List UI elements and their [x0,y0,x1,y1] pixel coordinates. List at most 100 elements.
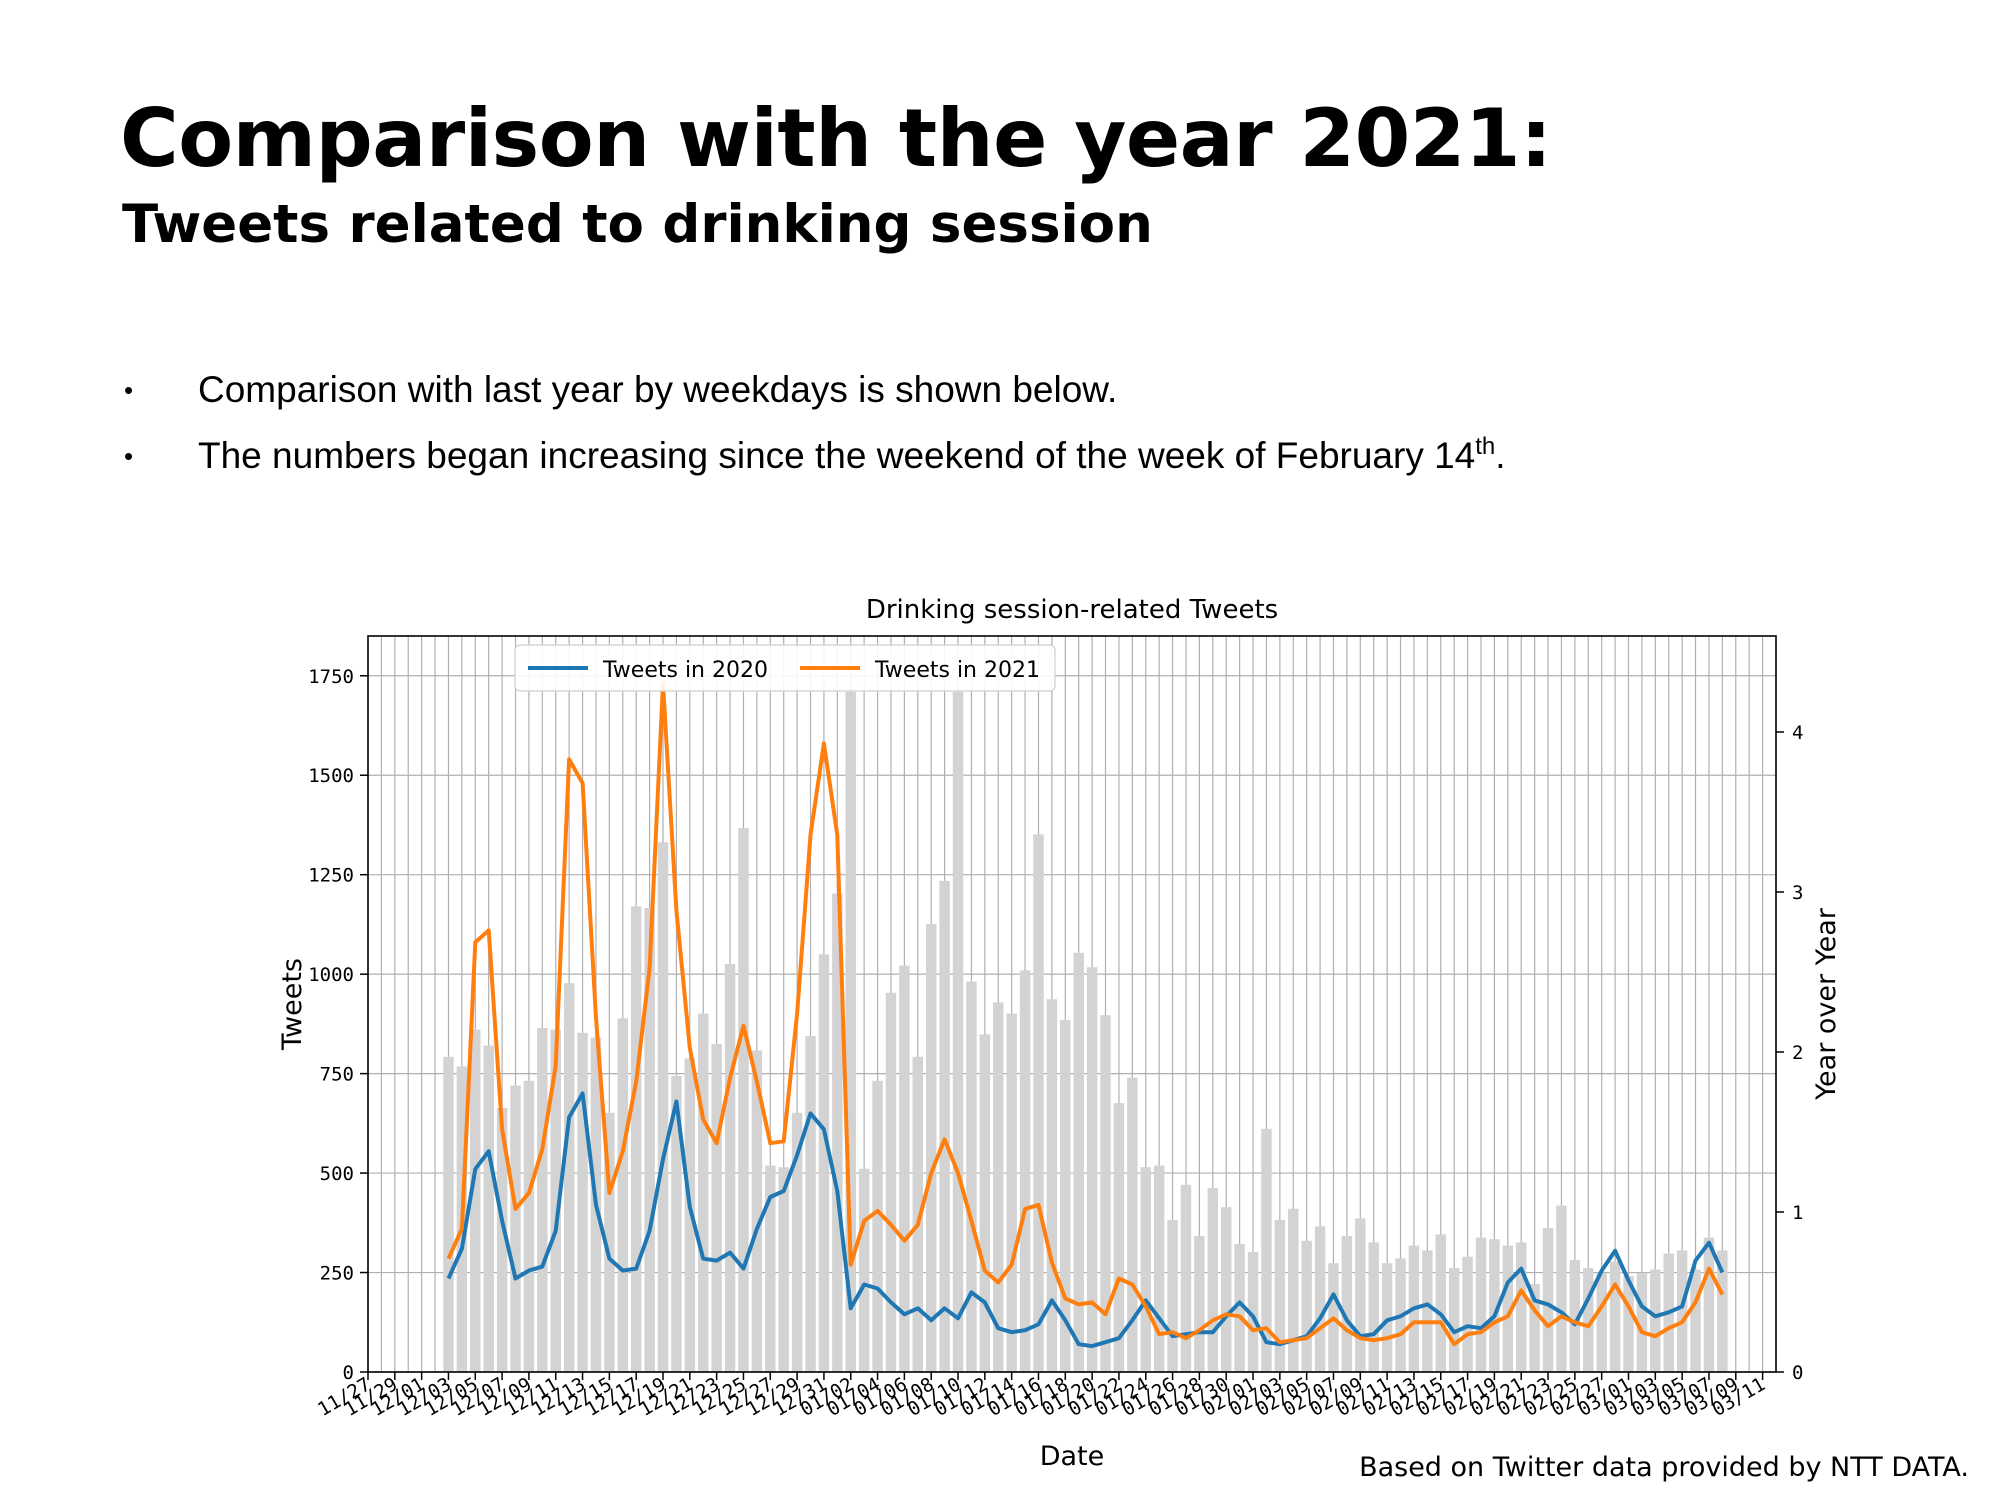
bar-year-over-year [858,1168,870,1372]
y-tick-label: 1000 [308,964,354,986]
bar-year-over-year [765,1165,776,1372]
bar-year-over-year [1475,1237,1487,1372]
bar-year-over-year [1234,1244,1245,1372]
bar-year-over-year [1515,1242,1527,1372]
bar-year-over-year [845,692,856,1372]
bar-year-over-year [818,954,830,1372]
bar-year-over-year [563,983,575,1372]
bar-year-over-year [1690,1269,1701,1372]
bar-year-over-year [1435,1234,1446,1372]
bar-year-over-year [1127,1077,1138,1372]
bar-year-over-year [443,1056,454,1372]
bar-year-over-year [510,1085,521,1372]
series-line-2 [446,681,1725,1347]
bar-year-over-year [993,1002,1004,1372]
bar-year-over-year [1060,1020,1071,1372]
bar-year-over-year [1247,1252,1259,1372]
y2-axis-label: Year over Year [1811,907,1842,1101]
bar-year-over-year [1717,1250,1728,1372]
legend-label-2: Tweets in 2021 [874,658,1040,683]
bar-year-over-year [523,1080,535,1372]
bar-year-over-year [630,906,642,1372]
bar-year-over-year [550,1029,561,1372]
bar-year-over-year [724,964,736,1372]
y-tick-label: 500 [320,1163,354,1185]
x-axis-label: Date [1040,1441,1105,1472]
bar-year-over-year [1650,1269,1661,1372]
source-note: Based on Twitter data provided by NTT DA… [1359,1452,1969,1483]
bullet-icon: • [124,441,134,471]
bar-year-over-year [577,1032,588,1372]
bar-year-over-year [1140,1167,1151,1372]
bar-year-over-year [671,1076,682,1372]
bar-year-over-year [751,1050,763,1372]
bar-year-over-year [1301,1240,1312,1372]
y2-tick-label: 0 [1792,1362,1803,1384]
bar-year-over-year [537,1028,548,1372]
bar-year-over-year [1033,834,1044,1372]
bar-year-over-year [1194,1236,1205,1372]
bar-year-over-year [1180,1184,1192,1372]
y-tick-label: 750 [320,1064,354,1086]
bar-year-over-year [1073,952,1084,1372]
bar-year-over-year [1274,1220,1286,1372]
bullet-ordinal-suffix: th [1475,433,1496,460]
bullet-list: • Comparison with last year by weekdays … [120,362,1506,494]
bar-year-over-year [1703,1237,1715,1372]
series-line-1 [446,1091,1725,1349]
bar-year-over-year [483,1045,494,1372]
slide-title: Comparison with the year 2021: [120,92,1552,185]
bar-year-over-year [1113,1103,1125,1372]
bar-year-over-year [966,981,977,1372]
bar-year-over-year [657,842,669,1372]
bar-year-over-year [470,1029,481,1372]
bar-year-over-year [1542,1228,1554,1372]
y2-tick-label: 1 [1792,1202,1803,1224]
bar-year-over-year [939,880,950,1372]
y2-tick-label: 4 [1792,722,1803,744]
bar-year-over-year [1556,1205,1567,1372]
bar-year-over-year [885,992,897,1372]
bar-year-over-year [1623,1276,1634,1372]
bullet-item: • The numbers began increasing since the… [120,428,1506,494]
bar-year-over-year [1019,970,1031,1372]
bar-year-over-year [698,1013,709,1372]
y-axis-label: Tweets [277,958,308,1051]
bar-year-over-year [1153,1165,1165,1372]
bullet-text: Comparison with last year by weekdays is… [198,369,1118,410]
y-tick-label: 1750 [308,666,354,688]
bar-year-over-year [1489,1239,1500,1372]
bar-year-over-year [644,908,655,1372]
bar-year-over-year [832,893,843,1372]
bar-year-over-year [1569,1260,1581,1372]
bar-year-over-year [1046,999,1058,1372]
bar-year-over-year [738,828,749,1372]
bullet-end-punctuation: . [1495,435,1506,476]
plot-frame [367,635,1777,1373]
chart-title: Drinking session-related Tweets [866,595,1278,625]
bar-year-over-year [791,1112,803,1372]
bar-year-over-year [1502,1245,1514,1372]
bar-year-over-year [1596,1272,1607,1372]
bar-year-over-year [1583,1268,1594,1372]
bar-year-over-year [1462,1256,1473,1372]
legend-box [514,644,1056,692]
y-tick-label: 250 [320,1263,354,1285]
y-tick-label: 1500 [308,765,354,787]
bar-year-over-year [1086,967,1098,1372]
slide-subtitle: Tweets related to drinking session [122,194,1153,255]
bar-year-over-year [925,924,937,1372]
bar-year-over-year [496,1108,508,1372]
bar-year-over-year [1261,1128,1272,1372]
bar-year-over-year [1529,1284,1540,1372]
bar-year-over-year [1448,1268,1460,1372]
bullet-item: • Comparison with last year by weekdays … [120,362,1506,428]
bar-year-over-year [912,1056,924,1372]
bar-year-over-year [1006,1013,1017,1372]
bar-year-over-year [1220,1207,1232,1372]
legend-label-1: Tweets in 2020 [602,658,768,683]
y-tick-label: 1250 [308,865,354,887]
bullet-icon: • [124,375,134,405]
bullet-text: The numbers began increasing since the w… [198,435,1476,476]
bar-year-over-year [1381,1263,1393,1372]
